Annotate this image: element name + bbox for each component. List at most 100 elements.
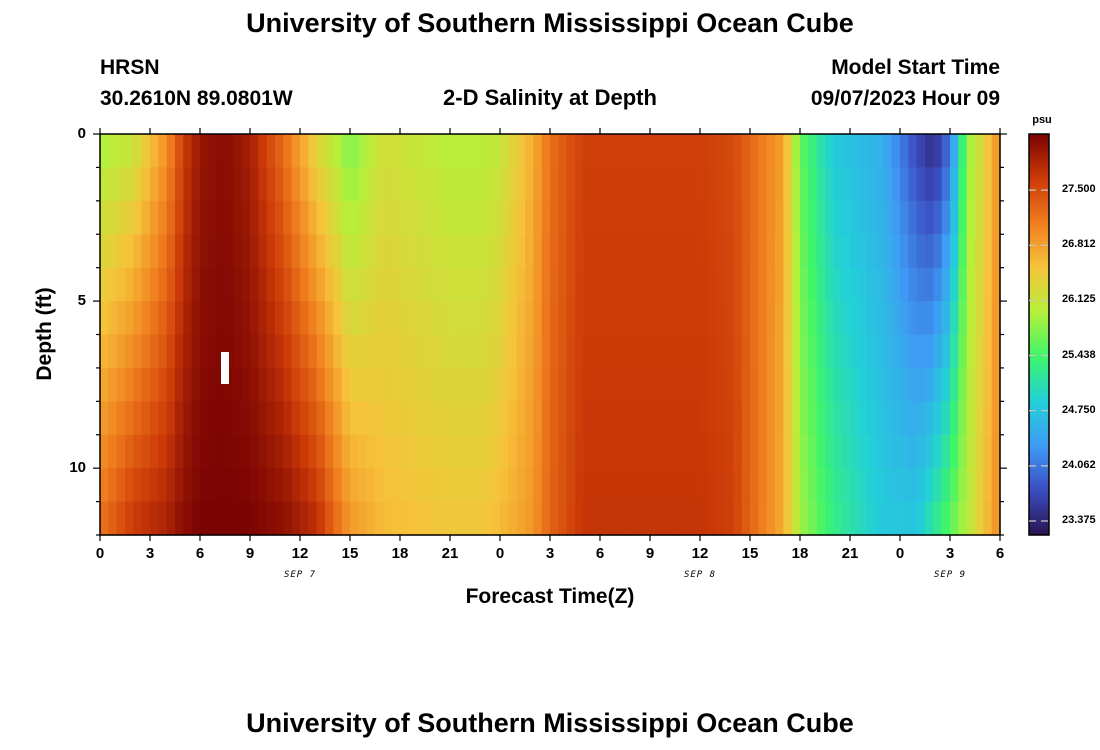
- heatmap-cell: [950, 267, 959, 302]
- heatmap-cell: [458, 367, 468, 402]
- heatmap-cell: [883, 234, 893, 269]
- heatmap-cell: [608, 200, 618, 235]
- heatmap-cell: [891, 501, 901, 536]
- heatmap-cell: [666, 434, 676, 469]
- heatmap-cell: [175, 501, 184, 536]
- heatmap-cell: [641, 267, 651, 302]
- heatmap-cell: [266, 401, 276, 436]
- heatmap-cell: [966, 401, 976, 436]
- heatmap-cell: [891, 167, 901, 202]
- heatmap-cell: [825, 167, 834, 202]
- heatmap-cell: [900, 167, 909, 202]
- heatmap-cell: [775, 134, 784, 169]
- heatmap-cell: [241, 334, 251, 369]
- heatmap-cell: [566, 234, 576, 269]
- heatmap-cell: [216, 234, 226, 269]
- heatmap-cell: [208, 434, 218, 469]
- heatmap-cell: [408, 334, 418, 369]
- heatmap-cell: [891, 200, 901, 235]
- heatmap-cell: [416, 334, 426, 369]
- heatmap-cell: [425, 301, 434, 336]
- heatmap-cell: [225, 501, 234, 536]
- heatmap-cell: [941, 401, 951, 436]
- heatmap-cell: [175, 267, 184, 302]
- heatmap-cell: [300, 468, 309, 503]
- heatmap-cell: [250, 468, 259, 503]
- heatmap-cell: [916, 234, 926, 269]
- heatmap-cell: [583, 367, 593, 402]
- heatmap-cell: [575, 134, 584, 169]
- x-tick-label: 12: [291, 545, 309, 562]
- heatmap-cell: [933, 134, 943, 169]
- heatmap-cell: [750, 234, 759, 269]
- heatmap-cell: [291, 468, 301, 503]
- heatmap-cell: [450, 200, 459, 235]
- heatmap-cell: [325, 468, 334, 503]
- heatmap-cell: [841, 367, 851, 402]
- heatmap-cell: [558, 501, 568, 536]
- heatmap-cell: [500, 200, 509, 235]
- heatmap-cell: [783, 134, 793, 169]
- heatmap-cell: [475, 134, 484, 169]
- x-tick-label: 0: [95, 545, 105, 562]
- heatmap-cell: [508, 334, 518, 369]
- heatmap-cell: [508, 401, 518, 436]
- heatmap-cell: [225, 468, 234, 503]
- heatmap-cell: [950, 167, 959, 202]
- heatmap-cell: [483, 301, 493, 336]
- heatmap-cell: [525, 134, 534, 169]
- heatmap-cell: [958, 367, 968, 402]
- heatmap-cell: [175, 234, 184, 269]
- heatmap-cell: [866, 200, 876, 235]
- heatmap-cell: [541, 334, 551, 369]
- heatmap-cell: [191, 167, 201, 202]
- heatmap-cell: [116, 234, 126, 269]
- heatmap-cell: [808, 334, 818, 369]
- heatmap-cell: [608, 301, 618, 336]
- heatmap-cell: [491, 501, 501, 536]
- heatmap-cell: [283, 234, 293, 269]
- heatmap-cell: [458, 334, 468, 369]
- heatmap-cell: [466, 167, 476, 202]
- heatmap-cell: [741, 167, 751, 202]
- heatmap-cell: [400, 367, 409, 402]
- heatmap-cell: [383, 367, 393, 402]
- heatmap-cell: [541, 267, 551, 302]
- x-tick-label: 0: [895, 545, 905, 562]
- heatmap-cell: [316, 267, 326, 302]
- heatmap-cell: [200, 367, 209, 402]
- heatmap-cell: [475, 401, 484, 436]
- heatmap-cell: [150, 367, 159, 402]
- heatmap-cell: [275, 468, 284, 503]
- heatmap-cell: [566, 301, 576, 336]
- heatmap-cell: [458, 134, 468, 169]
- heatmap-cell: [408, 167, 418, 202]
- heatmap-cell: [808, 401, 818, 436]
- heatmap-cell: [991, 301, 1001, 336]
- heatmap-cell: [225, 301, 234, 336]
- heatmap-cell: [366, 134, 376, 169]
- heatmap-cell: [975, 234, 984, 269]
- heatmap-cell: [200, 501, 209, 536]
- heatmap-cell: [558, 234, 568, 269]
- heatmap-cell: [391, 167, 401, 202]
- heatmap-cell: [758, 301, 768, 336]
- heatmap-cell: [333, 134, 343, 169]
- heatmap-cell: [266, 334, 276, 369]
- heatmap-cell: [450, 501, 459, 536]
- heatmap-cell: [850, 167, 859, 202]
- heatmap-cell: [583, 167, 593, 202]
- heatmap-cell: [966, 434, 976, 469]
- heatmap-cell: [575, 367, 584, 402]
- heatmap-cell: [308, 334, 318, 369]
- heatmap-cell: [116, 501, 126, 536]
- heatmap-cell: [866, 401, 876, 436]
- heatmap-cell: [500, 401, 509, 436]
- heatmap-cell: [525, 234, 534, 269]
- heatmap-cell: [108, 200, 118, 235]
- heatmap-cell: [283, 267, 293, 302]
- heatmap-cell: [483, 468, 493, 503]
- heatmap-cell: [158, 468, 168, 503]
- heatmap-cell: [741, 401, 751, 436]
- heatmap-cell: [550, 367, 559, 402]
